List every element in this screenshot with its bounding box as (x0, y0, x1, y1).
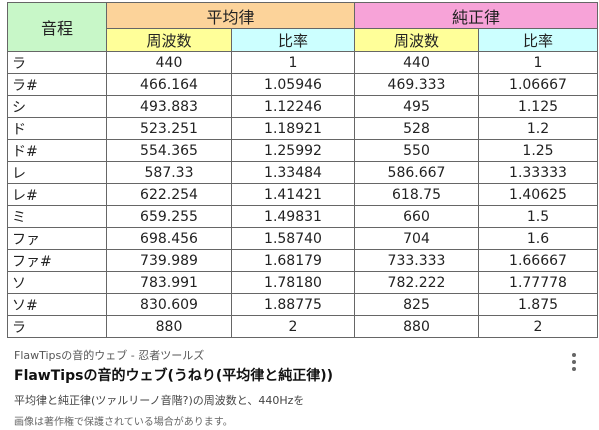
table-cell: 1.6 (478, 227, 598, 250)
table-cell: ド# (7, 139, 107, 162)
table-cell: 469.333 (354, 73, 479, 96)
table-cell: 698.456 (106, 227, 232, 250)
table-cell: 493.883 (106, 95, 232, 118)
table-cell: 1.5 (478, 205, 598, 228)
table-cell: 1.66667 (478, 249, 598, 272)
table-body: ラ 440 1 440 1 ラ# 466.164 1.05946 469.333 1.06667 シ… (7, 51, 598, 338)
table-cell: 1.125 (478, 95, 598, 118)
table-cell: 1.68179 (231, 249, 355, 272)
table-cell: 704 (354, 227, 479, 250)
table-cell: 586.667 (354, 161, 479, 184)
header-cell: 純正律 (354, 2, 598, 29)
table-cell: 1.2 (478, 117, 598, 140)
table-cell: 1.49831 (231, 205, 355, 228)
table-cell: 622.254 (106, 183, 232, 206)
table-cell: 1.875 (478, 293, 598, 316)
table-cell: ラ# (7, 73, 107, 96)
table-cell: ファ (7, 227, 107, 250)
table-row: ファ# 739.989 1.68179 733.333 1.66667 (7, 249, 598, 272)
table-cell: 880 (106, 315, 232, 338)
table-cell: 554.365 (106, 139, 232, 162)
table-row: ラ 880 2 880 2 (7, 315, 598, 338)
table-cell: 660 (354, 205, 479, 228)
table-cell: 495 (354, 95, 479, 118)
copyright-notice: 画像は著作権で保護されている場合があります。 (14, 417, 233, 428)
table-cell: 1.05946 (231, 73, 355, 96)
table-cell: 782.222 (354, 271, 479, 294)
table-row: ラ# 466.164 1.05946 469.333 1.06667 (7, 73, 598, 96)
table-row: ラ 440 1 440 1 (7, 51, 598, 74)
table-row: ミ 659.255 1.49831 660 1.5 (7, 205, 598, 228)
table-cell: 550 (354, 139, 479, 162)
table-cell: 1.06667 (478, 73, 598, 96)
more-menu[interactable] (568, 352, 580, 374)
table-cell: ファ# (7, 249, 107, 272)
result-title[interactable]: FlawTipsの音的ウェブ(うねり(平均律と純正律)) (14, 368, 334, 384)
table-cell: 618.75 (354, 183, 479, 206)
table-cell: ソ (7, 271, 107, 294)
table-cell: 1.33333 (478, 161, 598, 184)
header-cell: 比率 (231, 28, 355, 52)
table-row: レ# 622.254 1.41421 618.75 1.40625 (7, 183, 598, 206)
table-cell: 733.333 (354, 249, 479, 272)
table-cell: レ# (7, 183, 107, 206)
table-cell: 440 (106, 51, 232, 74)
table-row: シ 493.883 1.12246 495 1.125 (7, 95, 598, 118)
table-cell: 825 (354, 293, 479, 316)
table-cell: ド (7, 117, 107, 140)
table-row: ファ 698.456 1.58740 704 1.6 (7, 227, 598, 250)
table-cell: ミ (7, 205, 107, 228)
table-cell: 1.88775 (231, 293, 355, 316)
table-cell: ラ (7, 51, 107, 74)
table-cell: 1.33484 (231, 161, 355, 184)
table-cell: 2 (478, 315, 598, 338)
table-cell: 1.58740 (231, 227, 355, 250)
table-cell: 528 (354, 117, 479, 140)
header-cell: 比率 (478, 28, 598, 52)
table-row: レ 587.33 1.33484 586.667 1.33333 (7, 161, 598, 184)
table-cell: 440 (354, 51, 479, 74)
table-row: ソ 783.991 1.78180 782.222 1.77778 (7, 271, 598, 294)
table-cell: 523.251 (106, 117, 232, 140)
table-row: ソ# 830.609 1.88775 825 1.875 (7, 293, 598, 316)
table-cell: レ (7, 161, 107, 184)
table-cell: 1 (231, 51, 355, 74)
table-cell: 1.18921 (231, 117, 355, 140)
table-cell: 1.25 (478, 139, 598, 162)
header-cell: 周波数 (106, 28, 232, 52)
table-row: ド 523.251 1.18921 528 1.2 (7, 117, 598, 140)
header-cell: 周波数 (354, 28, 479, 52)
table-cell: 739.989 (106, 249, 232, 272)
pitch-table: 音程 平均律 純正律 周波数 比率 周波数 比率 ラ 440 1 440 1 ラ# 466.… (7, 2, 598, 338)
table-cell: 1.41421 (231, 183, 355, 206)
table-cell: 1.12246 (231, 95, 355, 118)
result-source[interactable]: FlawTipsの音的ウェブ - 忍者ツールズ (14, 349, 205, 362)
table-cell: 587.33 (106, 161, 232, 184)
table-cell: ソ# (7, 293, 107, 316)
table-cell: 830.609 (106, 293, 232, 316)
table-cell: 1 (478, 51, 598, 74)
table-row: ド# 554.365 1.25992 550 1.25 (7, 139, 598, 162)
table-cell: ラ (7, 315, 107, 338)
table-cell: 1.78180 (231, 271, 355, 294)
table-cell: 659.255 (106, 205, 232, 228)
table-cell: 1.25992 (231, 139, 355, 162)
table-cell: シ (7, 95, 107, 118)
table-cell: 783.991 (106, 271, 232, 294)
result-description: 平均律と純正律(ツァルリーノ音階?)の周波数と、440Hzを (14, 394, 305, 407)
header-cell: 音程 (7, 2, 107, 52)
table-cell: 1.40625 (478, 183, 598, 206)
table-cell: 880 (354, 315, 479, 338)
table-cell: 1.77778 (478, 271, 598, 294)
header-cell: 平均律 (106, 2, 355, 29)
table-cell: 2 (231, 315, 355, 338)
table-cell: 466.164 (106, 73, 232, 96)
